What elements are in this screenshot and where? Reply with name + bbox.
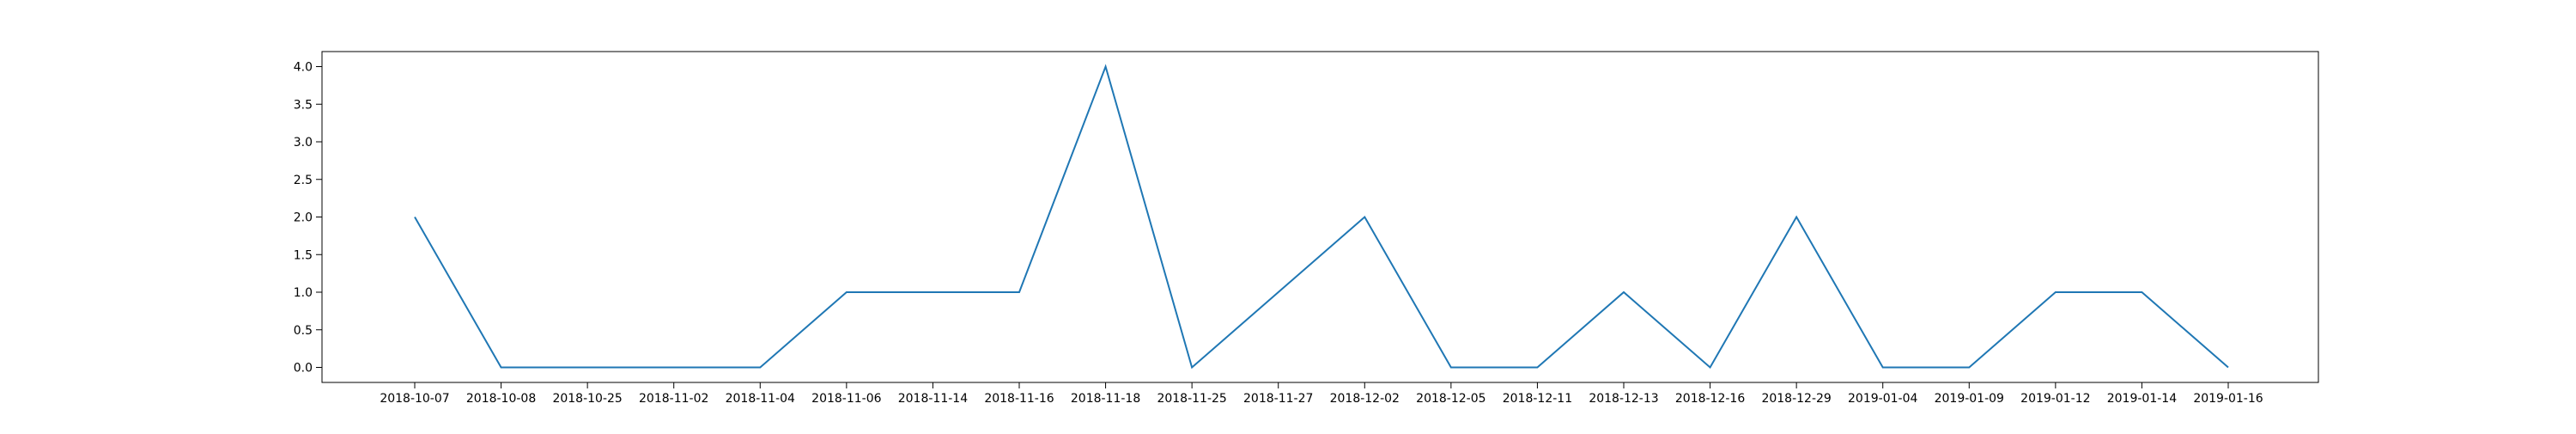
x-tick-label: 2018-11-18 [1071, 392, 1140, 406]
y-tick-label: 3.0 [294, 136, 313, 150]
x-tick-label: 2018-11-04 [726, 392, 795, 406]
x-tick-label: 2018-11-25 [1157, 392, 1226, 406]
x-tick-label: 2018-12-29 [1761, 392, 1831, 406]
y-tick-label: 2.5 [294, 174, 313, 187]
y-tick-label: 4.0 [294, 61, 313, 75]
x-tick-label: 2018-12-16 [1675, 392, 1745, 406]
x-tick-label: 2018-12-13 [1589, 392, 1658, 406]
y-tick-label: 2.0 [294, 211, 313, 225]
x-axis: 2018-10-07 2018-10-08 2018-10-25 2018-11-02… [380, 382, 2263, 406]
y-tick-label: 1.5 [294, 248, 313, 262]
x-tick-label: 2018-11-14 [898, 392, 968, 406]
y-tick-label: 1.0 [294, 286, 313, 300]
y-tick-label: 0.5 [294, 324, 313, 338]
x-tick-label: 2018-11-16 [984, 392, 1054, 406]
series-layer [415, 66, 2228, 367]
x-tick-label: 2019-01-14 [2107, 392, 2177, 406]
series-line-0 [415, 67, 2228, 368]
x-tick-label: 2019-01-16 [2193, 392, 2263, 406]
x-tick-label: 2018-10-08 [466, 392, 536, 406]
y-axis: 0.0 0.5 1.0 1.5 2.0 2.5 3.0 3.5 4.0 [294, 61, 322, 376]
y-tick-label: 0.0 [294, 362, 313, 376]
x-tick-label: 2018-12-11 [1503, 392, 1572, 406]
x-tick-label: 2018-11-06 [811, 392, 881, 406]
y-tick-label: 3.5 [294, 98, 313, 112]
x-tick-label: 2019-01-09 [1935, 392, 2004, 406]
x-tick-label: 2019-01-04 [1848, 392, 1917, 406]
x-tick-label: 2018-10-07 [380, 392, 449, 406]
x-tick-label: 2018-10-25 [552, 392, 622, 406]
x-tick-label: 2018-12-02 [1330, 392, 1400, 406]
plot-frame [322, 52, 2318, 382]
x-tick-label: 2018-11-02 [639, 392, 708, 406]
x-tick-label: 2018-12-05 [1416, 392, 1485, 406]
x-tick-label: 2019-01-12 [2020, 392, 2090, 406]
x-tick-label: 2018-11-27 [1243, 392, 1313, 406]
